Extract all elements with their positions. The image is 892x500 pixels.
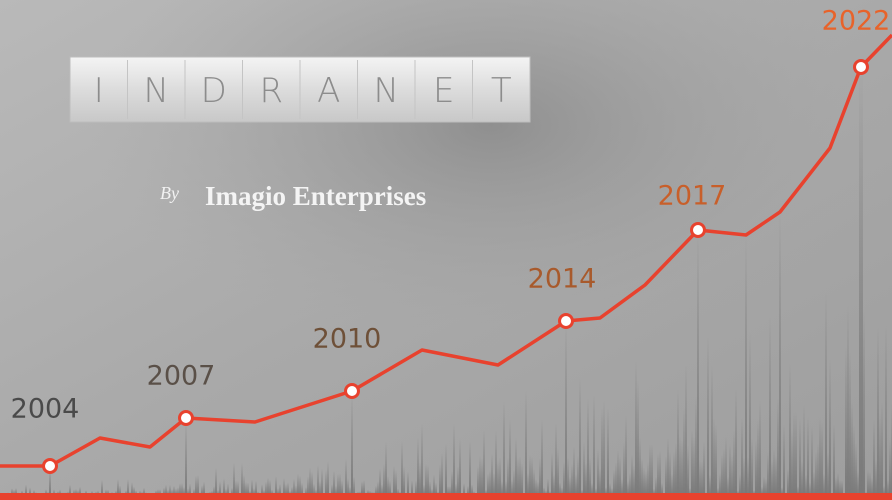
bottom-bar (0, 493, 892, 500)
logo-letter: I (94, 71, 104, 111)
byline-prefix: By (160, 183, 179, 203)
logo-letter: T (491, 71, 512, 111)
milestone-year: 2007 (147, 361, 216, 392)
milestone-marker (180, 412, 193, 425)
milestone-year: 2010 (313, 324, 382, 355)
logo-letter: N (374, 71, 399, 111)
milestone-marker (346, 385, 359, 398)
milestone-marker (855, 61, 868, 74)
byline-name: Imagio Enterprises (205, 181, 426, 211)
milestone-year: 2017 (658, 181, 727, 212)
milestone-marker (692, 224, 705, 237)
milestone-marker (44, 460, 57, 473)
logo-letter: R (259, 71, 283, 111)
milestone-marker (560, 315, 573, 328)
logo-letter: N (144, 71, 169, 111)
milestone-year: 2022 (822, 6, 891, 37)
logo-letter: E (433, 71, 454, 111)
logo-letter: D (201, 71, 227, 111)
milestone-year: 2004 (11, 394, 80, 425)
logo-letter: A (317, 71, 340, 111)
milestone-year: 2014 (528, 264, 597, 295)
hero-banner: INDRANET By Imagio Enterprises 200420072… (0, 0, 892, 500)
